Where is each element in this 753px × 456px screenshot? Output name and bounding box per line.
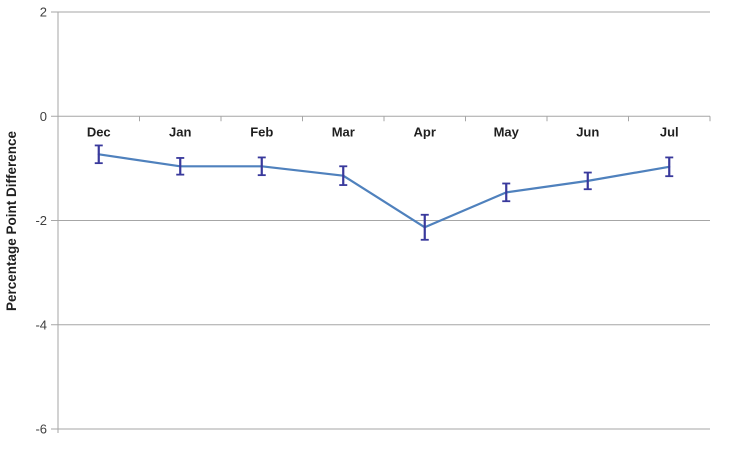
y-tick-label: 0 — [40, 109, 47, 124]
month-label: Jun — [576, 124, 599, 139]
y-tick-label: -6 — [35, 422, 47, 437]
month-label: Feb — [250, 124, 273, 139]
y-tick-label: -4 — [35, 317, 47, 332]
y-tick-label: -2 — [35, 213, 47, 228]
month-label: Mar — [332, 124, 355, 139]
month-label: Apr — [414, 124, 436, 139]
series-line — [97, 153, 671, 229]
y-tick-label: 2 — [40, 5, 47, 20]
month-label: May — [494, 124, 520, 139]
y-axis-title: Percentage Point Difference — [4, 130, 19, 311]
chart-layer: 2 0 -2 -4 -6 Dec Jan Feb Mar Apr May Jun Jul — [35, 5, 711, 437]
month-label: Jan — [169, 124, 191, 139]
month-label: Jul — [660, 124, 679, 139]
month-label: Dec — [87, 124, 111, 139]
